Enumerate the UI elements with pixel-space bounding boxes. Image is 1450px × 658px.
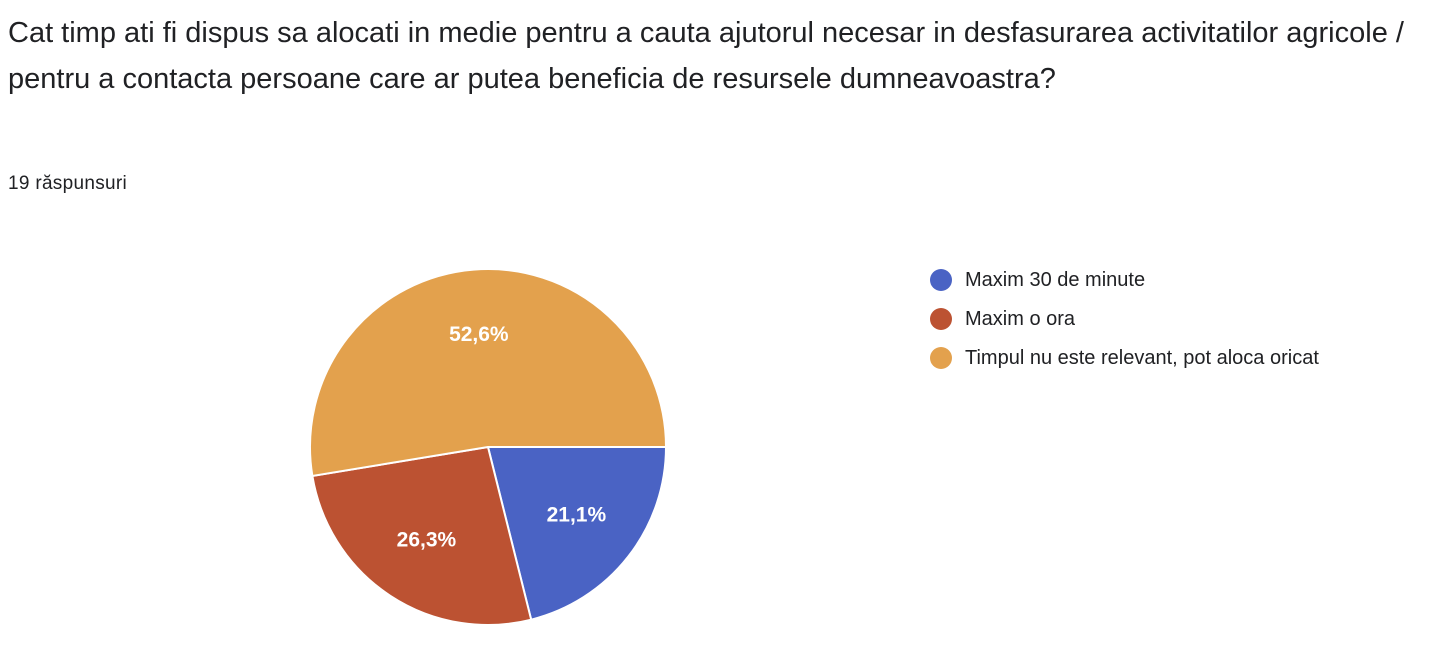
legend-swatch-icon [930,269,952,291]
legend-swatch-icon [930,347,952,369]
pie-slice-3[interactable] [309,268,668,478]
slice-value-label: 21,1% [547,504,607,527]
legend-label: Maxim o ora [965,307,1076,330]
legend-item[interactable]: Maxim 30 de minute [930,266,1319,294]
question-title: Cat timp ati fi dispus sa alocati in med… [8,17,1404,95]
pie-slice-1[interactable] [486,446,668,621]
pie-slice-2[interactable] [311,445,533,627]
legend-item[interactable]: Timpul nu este relevant, pot aloca orica… [930,344,1319,372]
slice-value-label: 26,3% [397,528,457,551]
legend-label: Maxim 30 de minute [965,268,1146,291]
legend-label: Timpul nu este relevant, pot aloca orica… [965,346,1319,369]
chart-legend: Maxim 30 de minute Maxim o ora Timpul nu e… [930,266,1319,383]
slice-value-label: 52,6% [449,323,509,346]
response-count: 19 răspunsuri [8,173,128,194]
legend-item[interactable]: Maxim o ora [930,305,1319,333]
legend-swatch-icon [930,308,952,330]
